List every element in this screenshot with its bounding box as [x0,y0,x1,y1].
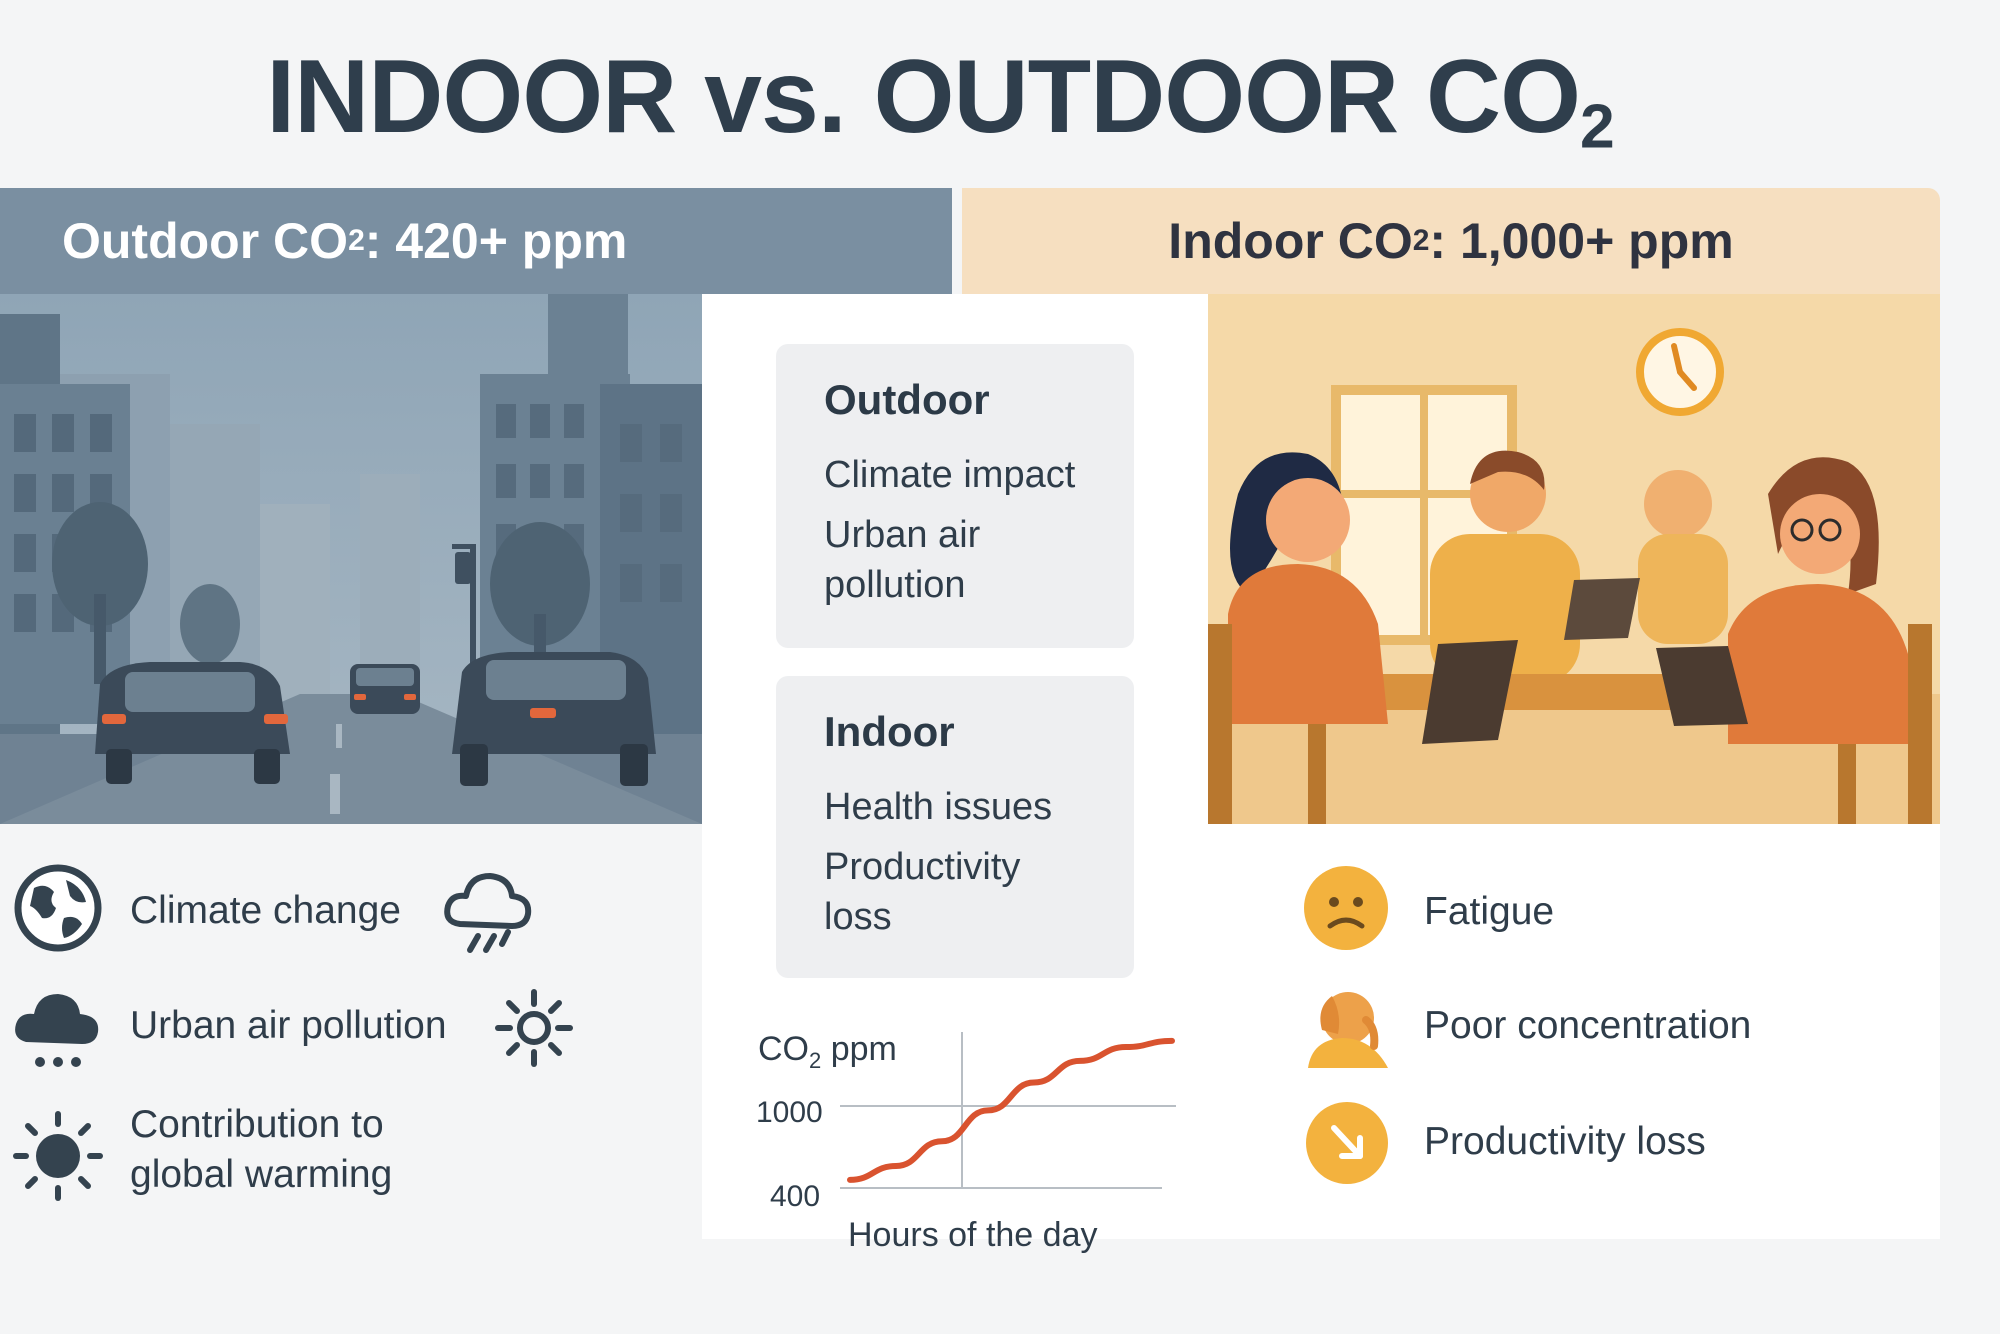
outdoor-info-card: Outdoor Climate impact Urban air polluti… [776,344,1134,648]
storm-cloud-icon [444,873,532,953]
chart-xlabel: Hours of the day [848,1216,1097,1254]
indoor-item-fatigue: Fatigue [1424,890,1555,933]
head-in-hand-icon [1308,992,1388,1068]
outdoor-card-line: Urban air pollution [824,514,981,606]
indoor-card-title: Indoor [824,708,955,755]
globe-icon [14,864,102,952]
indoor-item-poor-concentration: Poor concentration [1424,1004,1752,1047]
sad-face-icon [1304,866,1388,950]
smog-cloud-icon [15,994,99,1067]
arrow-down-right-icon [1306,1102,1388,1184]
indoor-card-line: Health issues [824,786,1053,828]
outdoor-item-global-warming: Contribution to global warming [130,1103,393,1196]
outdoor-item-climate-change: Climate change [130,889,401,932]
outdoor-city-illustration [0,294,702,824]
outdoor-item-urban-air-pollution: Urban air pollution [130,1004,447,1047]
page-title: INDOOR vs. OUTDOOR CO2 [266,39,1614,162]
outdoor-card-line: Climate impact [824,454,1076,496]
sun-filled-icon [13,1111,103,1201]
chart-ytick-label: 1000 [756,1096,823,1129]
outdoor-card-title: Outdoor [824,376,990,423]
sun-outline-icon [495,989,573,1067]
chart-ylabel: CO2 ppm [758,1030,897,1073]
indoor-item-productivity-loss: Productivity loss [1424,1120,1706,1163]
indoor-info-card: Indoor Health issues Productivity loss [776,676,1134,978]
outdoor-header: Outdoor CO 2: 420+ ppm [0,188,952,294]
indoor-card-line: Productivity loss [824,846,1021,938]
indoor-header: Indoor CO 2: 1,000+ ppm [962,188,1940,294]
indoor-office-illustration [1208,294,1940,824]
chart-ytick-label: 400 [770,1180,820,1213]
chart-series-line [847,1037,1175,1183]
co2-line-chart: CO2 ppm 1000 400 Hours of the day [756,1030,1176,1254]
